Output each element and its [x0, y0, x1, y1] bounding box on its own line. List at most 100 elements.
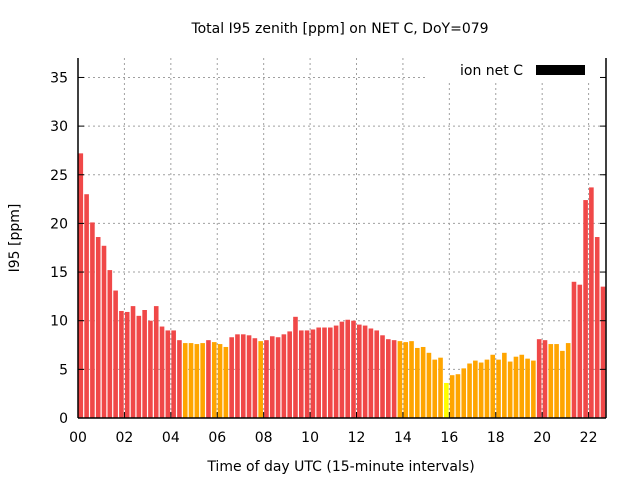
- bar: [507, 361, 513, 418]
- bar: [165, 330, 171, 418]
- bar: [223, 346, 229, 418]
- bar: [211, 342, 217, 418]
- y-tick-label: 10: [50, 314, 68, 330]
- bar: [571, 281, 577, 418]
- bar: [119, 310, 124, 418]
- bar: [188, 343, 194, 418]
- bar: [107, 270, 113, 418]
- bar: [409, 341, 414, 418]
- axes: 0 5 10 15 20 25 30 35 00 02 04 06 08 10 12 14 16 18 20 22: [50, 58, 607, 446]
- bar: [357, 324, 362, 418]
- bar: [362, 325, 368, 418]
- bar: [235, 334, 240, 418]
- legend: ion net C: [428, 58, 600, 80]
- bar: [200, 343, 205, 418]
- bar: [206, 340, 211, 418]
- bar: [415, 347, 420, 418]
- bar: [380, 335, 385, 418]
- x-axis-label: Time of day UTC (15-minute intervals): [206, 459, 474, 475]
- bar: [327, 327, 333, 418]
- bar: [467, 363, 472, 418]
- bar: [420, 346, 426, 418]
- bar: [304, 330, 310, 418]
- bar: [554, 344, 559, 418]
- bar: [502, 352, 507, 418]
- y-tick-label: 0: [59, 411, 68, 427]
- bar: [386, 339, 391, 418]
- bar: [397, 341, 403, 418]
- bar: [368, 328, 374, 418]
- bar: [432, 359, 438, 418]
- bar: [90, 222, 95, 418]
- bar: [339, 321, 345, 418]
- bar: [153, 306, 159, 418]
- bar: [84, 194, 89, 418]
- x-tick-label: 22: [580, 430, 598, 446]
- bar: [594, 237, 600, 418]
- bar: [438, 357, 443, 418]
- bar: [269, 336, 275, 418]
- y-axis-label: I95 [ppm]: [7, 204, 23, 273]
- x-tick-label: 06: [208, 430, 226, 446]
- bar: [426, 352, 432, 418]
- bar: [246, 335, 252, 418]
- y-tick-label: 25: [50, 168, 68, 184]
- bar: [264, 340, 269, 418]
- bar: [113, 290, 118, 418]
- bar: [182, 343, 188, 418]
- bar: [403, 342, 409, 418]
- bar: [519, 354, 525, 418]
- x-tick-label: 16: [440, 430, 458, 446]
- bar: [171, 330, 176, 418]
- bar: [322, 327, 327, 418]
- legend-swatch: [536, 65, 585, 75]
- bar: [473, 360, 478, 418]
- bar: [281, 334, 287, 418]
- bar: [536, 339, 542, 418]
- bar: [148, 320, 153, 418]
- bar: [275, 337, 281, 418]
- x-tick-label: 04: [162, 430, 180, 446]
- bar: [449, 375, 455, 418]
- bar: [130, 306, 136, 418]
- bar: [589, 187, 594, 418]
- bar: [496, 359, 501, 418]
- bar: [316, 327, 321, 418]
- y-tick-label: 20: [50, 216, 68, 232]
- bar: [258, 341, 263, 418]
- x-tick-label: 10: [301, 430, 319, 446]
- y-tick-label: 30: [50, 119, 68, 135]
- bar: [600, 286, 606, 418]
- bar: [287, 331, 292, 418]
- bar: [298, 330, 304, 418]
- bar: [444, 382, 449, 418]
- bar: [240, 334, 246, 418]
- x-tick-label: 18: [487, 430, 505, 446]
- bar: [513, 356, 519, 418]
- bar: [124, 311, 130, 418]
- bar: [490, 354, 496, 418]
- x-tick-label: 08: [255, 430, 273, 446]
- bar: [351, 320, 356, 418]
- bar: [484, 359, 490, 418]
- bar: [345, 319, 351, 418]
- bar: [310, 329, 316, 418]
- bar: [95, 237, 101, 418]
- legend-label: ion net C: [460, 63, 523, 79]
- chart-title: Total I95 zenith [ppm] on NET C, DoY=079: [190, 21, 488, 37]
- y-tick-label: 5: [59, 362, 68, 378]
- bar: [252, 338, 258, 418]
- x-tick-label: 14: [394, 430, 412, 446]
- bar: [101, 245, 107, 418]
- y-tick-label: 15: [50, 265, 68, 281]
- bar: [565, 343, 571, 418]
- bar: [548, 344, 554, 418]
- bar: [391, 340, 397, 418]
- bar: [194, 344, 200, 418]
- bar: [78, 153, 84, 418]
- x-tick-label: 12: [348, 430, 366, 446]
- y-tick-label: 35: [50, 70, 68, 86]
- bar: [142, 310, 147, 418]
- bar: [177, 340, 182, 418]
